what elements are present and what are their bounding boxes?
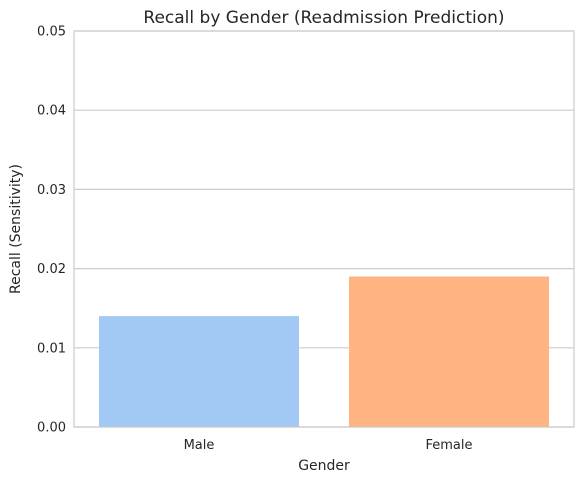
y-tick-label: 0.05 — [37, 25, 66, 40]
x-tick-label: Female — [425, 438, 472, 453]
x-axis-label: Gender — [298, 458, 350, 474]
y-tick-label: 0.02 — [37, 262, 66, 277]
chart-title: Recall by Gender (Readmission Prediction… — [143, 8, 504, 28]
y-tick-label: 0.04 — [37, 104, 66, 119]
plot-frame — [73, 30, 575, 428]
bar-female — [349, 276, 549, 427]
x-tick-labels: Male Female — [184, 438, 473, 453]
y-tick-label: 0.00 — [37, 421, 66, 436]
y-tick-labels: 0.00 0.01 0.02 0.03 0.04 0.05 — [37, 25, 66, 436]
bar-male — [99, 316, 299, 427]
x-tick-label: Male — [184, 438, 215, 453]
y-tick-label: 0.01 — [37, 341, 66, 356]
y-tick-label: 0.03 — [37, 183, 66, 198]
y-axis-label: Recall (Sensitivity) — [8, 164, 24, 294]
bars — [99, 276, 549, 427]
